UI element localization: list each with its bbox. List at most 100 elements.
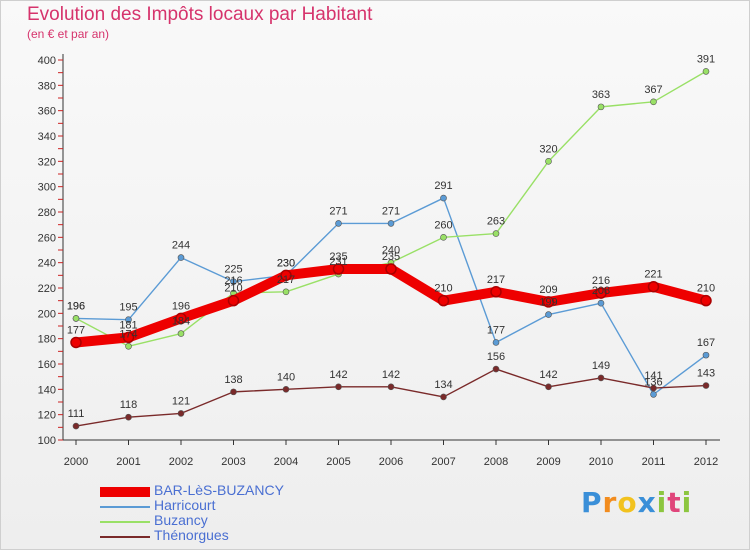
y-tick-label: 400 — [38, 55, 56, 67]
y-tick-label: 180 — [38, 334, 56, 346]
y-tick-label: 300 — [38, 182, 56, 194]
legend-swatch-buzancy — [100, 521, 150, 523]
brand-letter: i — [681, 486, 693, 519]
x-tick-label: 2002 — [169, 456, 193, 468]
data-point-harricourt — [335, 220, 342, 227]
data-point-harricourt — [545, 311, 552, 318]
data-point-bar-les-buzancy — [280, 269, 292, 282]
data-point-bar-les-buzancy — [70, 336, 82, 349]
data-point-thenorgues — [492, 365, 500, 373]
y-tick-label: 340 — [38, 131, 56, 143]
y-tick-label: 320 — [38, 156, 56, 168]
data-label-bar-les-buzancy: 210 — [434, 283, 452, 295]
y-tick-label: 360 — [38, 106, 56, 118]
data-label-buzancy: 260 — [434, 219, 452, 231]
data-label-buzancy: 231 — [329, 256, 347, 268]
x-tick-label: 2009 — [536, 456, 560, 468]
data-label-buzancy: 320 — [539, 143, 557, 155]
data-point-buzancy — [282, 288, 290, 296]
x-tick-label: 2011 — [642, 456, 666, 468]
legend-label-buzancy: Buzancy — [154, 512, 208, 528]
data-point-harricourt — [177, 254, 185, 261]
y-tick-label: 160 — [38, 359, 56, 371]
data-label-buzancy: 217 — [277, 274, 295, 286]
data-point-bar-les-buzancy — [122, 331, 135, 344]
data-label-harricourt: 208 — [592, 285, 610, 297]
y-tick-label: 220 — [38, 283, 56, 295]
data-label-buzancy: 263 — [487, 216, 505, 228]
data-label-harricourt: 225 — [224, 264, 242, 276]
data-point-thenorgues — [387, 383, 395, 391]
data-label-harricourt: 196 — [67, 300, 85, 312]
data-label-thenorgues: 134 — [434, 379, 452, 391]
brand-letter: i — [656, 486, 668, 519]
data-point-bar-les-buzancy — [490, 286, 502, 298]
brand-letter: P — [581, 486, 603, 519]
x-tick-label: 2012 — [694, 456, 718, 468]
legend-label-harricourt: Harricourt — [154, 497, 216, 513]
data-label-thenorgues: 141 — [644, 370, 662, 382]
legend-swatch-harricourt — [100, 506, 150, 508]
data-point-thenorgues — [230, 388, 237, 396]
data-label-thenorgues: 140 — [277, 371, 295, 383]
data-point-thenorgues — [650, 384, 657, 392]
x-tick-label: 2006 — [379, 456, 403, 468]
x-tick-label: 2005 — [326, 456, 350, 468]
data-labels: 177 181 196 210 230 235 235 210 217 209 216 221 210 1… — [67, 53, 715, 420]
data-label-thenorgues: 142 — [539, 369, 557, 381]
data-label-harricourt: 291 — [434, 180, 452, 192]
data-label-bar-les-buzancy: 230 — [277, 257, 295, 269]
data-label-bar-les-buzancy: 196 — [172, 300, 190, 312]
data-point-buzancy — [650, 98, 657, 106]
data-point-bar-les-buzancy — [595, 287, 607, 299]
data-label-harricourt: 177 — [487, 324, 505, 336]
data-label-thenorgues: 138 — [224, 374, 242, 386]
data-label-bar-les-buzancy: 210 — [697, 283, 715, 295]
data-point-harricourt — [702, 351, 710, 359]
data-label-harricourt: 244 — [172, 240, 190, 252]
data-label-bar-les-buzancy: 221 — [644, 269, 662, 281]
data-label-buzancy: 367 — [644, 84, 662, 96]
data-point-bar-les-buzancy — [227, 294, 240, 307]
data-label-thenorgues: 142 — [329, 369, 347, 381]
y-tick-label: 100 — [38, 435, 56, 447]
data-label-buzancy: 196 — [67, 300, 85, 312]
data-label-thenorgues: 111 — [68, 408, 85, 420]
data-label-bar-les-buzancy: 235 — [329, 251, 347, 263]
data-point-thenorgues — [597, 374, 605, 382]
data-point-thenorgues — [440, 393, 447, 401]
x-tick-label: 2007 — [431, 456, 455, 468]
data-label-bar-les-buzancy: 235 — [382, 251, 400, 263]
x-tick-label: 2000 — [64, 456, 88, 468]
series-line-bar-les-buzancy — [71, 264, 711, 348]
data-point-harricourt — [597, 299, 605, 307]
data-label-harricourt: 199 — [539, 297, 557, 309]
data-point-bar-les-buzancy — [647, 280, 660, 293]
x-tick-label: 2003 — [221, 456, 245, 468]
data-label-thenorgues: 143 — [697, 368, 715, 380]
y-tick-label: 380 — [38, 80, 56, 92]
data-point-buzancy — [72, 315, 80, 322]
data-label-buzancy: 240 — [382, 245, 400, 257]
brand-letter: o — [617, 486, 638, 519]
series-lines — [70, 68, 712, 430]
data-point-thenorgues — [72, 422, 80, 430]
data-label-bar-les-buzancy: 216 — [592, 275, 610, 287]
data-label-buzancy: 216 — [224, 275, 242, 287]
data-point-bar-les-buzancy — [332, 263, 345, 275]
data-label-buzancy: 184 — [172, 316, 190, 328]
brand-letter: r — [602, 486, 618, 519]
chart-title: Evolution des Impôts locaux par Habitant — [27, 4, 373, 25]
data-point-bar-les-buzancy — [175, 312, 187, 325]
proxiti-logo: Proxiti — [581, 486, 692, 519]
legend-label-thenorgues: Thénorgues — [154, 527, 229, 543]
data-label-bar-les-buzancy: 177 — [67, 324, 85, 336]
data-point-thenorgues — [545, 383, 552, 391]
data-label-buzancy: 363 — [592, 89, 610, 101]
data-point-bar-les-buzancy — [437, 294, 450, 307]
data-point-bar-les-buzancy — [542, 296, 555, 308]
y-tick-label: 200 — [38, 308, 56, 320]
data-point-thenorgues — [335, 383, 342, 391]
y-tick-label: 120 — [38, 410, 56, 422]
